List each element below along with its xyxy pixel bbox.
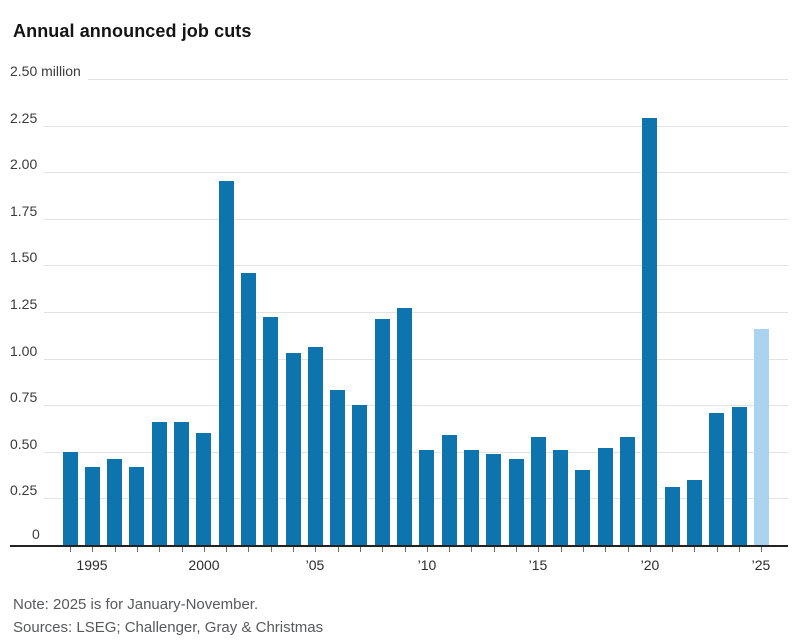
x-axis-tick-label: 1995 <box>76 557 108 573</box>
chart-note: Note: 2025 is for January-November. <box>13 596 259 613</box>
x-axis-tick <box>338 547 339 552</box>
x-axis-tick <box>583 547 584 552</box>
y-axis-tick-label: 1.25 <box>10 297 45 316</box>
bar-2017 <box>575 470 590 547</box>
x-axis-tick-label: ’10 <box>417 557 437 573</box>
bar-2007 <box>352 405 367 547</box>
x-axis-tick <box>471 547 472 552</box>
x-axis-tick <box>538 547 539 552</box>
bar-1998 <box>152 422 167 547</box>
x-axis-line <box>10 545 788 547</box>
x-axis-tick <box>694 547 695 552</box>
bar-2018 <box>598 448 613 547</box>
x-axis-tick <box>271 547 272 552</box>
bar-2021 <box>665 487 680 547</box>
x-axis-tick <box>248 547 249 552</box>
bar-2023 <box>709 413 724 547</box>
gridline <box>10 126 788 127</box>
y-axis-tick-label: 0.50 <box>10 437 45 456</box>
x-axis-tick <box>92 547 93 552</box>
y-axis-tick-label: 0 <box>32 526 40 542</box>
bar-2016 <box>553 450 568 547</box>
bar-2013 <box>486 454 501 547</box>
x-axis-tick <box>761 547 762 552</box>
bar-2001 <box>219 181 234 547</box>
bar-2024 <box>732 407 747 547</box>
x-axis-tick <box>204 547 205 552</box>
gridline <box>10 265 788 266</box>
bar-2022 <box>687 480 702 547</box>
x-axis-tick <box>605 547 606 552</box>
bar-2025 <box>754 329 769 547</box>
x-axis-tick <box>516 547 517 552</box>
x-axis-tick-label: ’05 <box>305 557 325 573</box>
bar-2004 <box>286 353 301 547</box>
gridline <box>10 219 788 220</box>
chart-sources: Sources: LSEG; Challenger, Gray & Christ… <box>13 619 324 636</box>
x-axis-tick <box>382 547 383 552</box>
bar-2000 <box>196 433 211 547</box>
bar-2014 <box>509 459 524 547</box>
y-axis-tick-label: 1.00 <box>10 344 45 363</box>
y-axis-tick-label: 1.75 <box>10 204 45 223</box>
bar-2002 <box>241 273 256 547</box>
bar-2015 <box>531 437 546 547</box>
x-axis-tick <box>293 547 294 552</box>
bar-2005 <box>308 347 323 547</box>
y-axis-tick-label: 2.50 million <box>10 64 88 83</box>
bar-1996 <box>107 459 122 547</box>
x-axis-tick <box>405 547 406 552</box>
chart-title: Annual announced job cuts <box>13 21 252 41</box>
bar-2010 <box>419 450 434 547</box>
bar-1995 <box>85 467 100 547</box>
gridline <box>10 79 788 80</box>
bar-2003 <box>263 317 278 547</box>
y-axis-tick-label: 0.25 <box>10 483 45 502</box>
x-axis-tick <box>182 547 183 552</box>
bar-2012 <box>464 450 479 547</box>
x-axis-tick <box>672 547 673 552</box>
x-axis-tick <box>717 547 718 552</box>
x-axis-tick <box>650 547 651 552</box>
bar-1994 <box>63 452 78 547</box>
bar-1997 <box>129 467 144 547</box>
bar-2008 <box>375 319 390 547</box>
bar-2009 <box>397 308 412 547</box>
x-axis-tick <box>360 547 361 552</box>
x-axis-tick-label: ’20 <box>640 557 660 573</box>
gridline <box>10 172 788 173</box>
x-axis-tick <box>315 547 316 552</box>
x-axis-tick <box>628 547 629 552</box>
x-axis-tick <box>427 547 428 552</box>
bar-1999 <box>174 422 189 547</box>
x-axis-tick <box>159 547 160 552</box>
x-axis-tick-label: ’15 <box>528 557 548 573</box>
x-axis-tick <box>494 547 495 552</box>
bar-2006 <box>330 390 345 547</box>
y-axis-tick-label: 1.50 <box>10 250 45 269</box>
x-axis-tick <box>115 547 116 552</box>
bar-2019 <box>620 437 635 547</box>
y-axis-tick-label: 0.75 <box>10 390 45 409</box>
bar-2011 <box>442 435 457 547</box>
x-axis-tick <box>226 547 227 552</box>
bar-2020 <box>642 118 657 547</box>
x-axis-tick <box>449 547 450 552</box>
x-axis-tick <box>739 547 740 552</box>
y-axis-tick-label: 2.00 <box>10 157 45 176</box>
x-axis-tick <box>70 547 71 552</box>
x-axis-tick <box>137 547 138 552</box>
x-axis-tick <box>561 547 562 552</box>
y-axis-tick-label: 2.25 <box>10 111 45 130</box>
x-axis-tick-label: 2000 <box>188 557 220 573</box>
x-axis-tick-label: ’25 <box>751 557 771 573</box>
